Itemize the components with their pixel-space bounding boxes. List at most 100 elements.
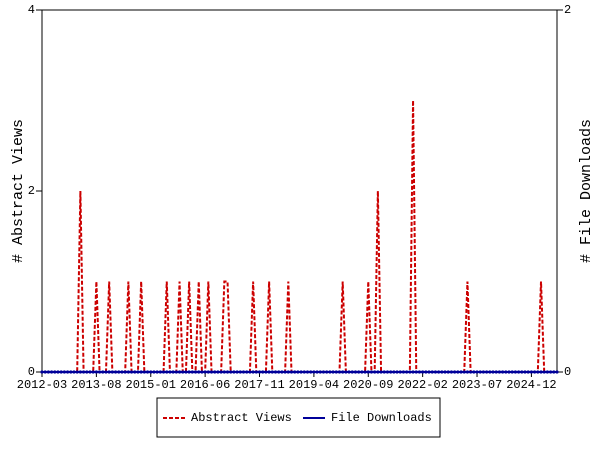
point [395, 370, 399, 374]
point [523, 370, 527, 374]
point [382, 370, 386, 374]
point [248, 370, 252, 374]
point [187, 370, 191, 374]
point [264, 370, 268, 374]
point [433, 370, 438, 374]
point [542, 370, 546, 374]
point [526, 370, 530, 374]
x-tick-label: 2017-11 [234, 378, 284, 392]
point [456, 370, 460, 374]
point [494, 370, 498, 374]
point [193, 370, 198, 374]
point [449, 370, 454, 374]
point [341, 370, 345, 374]
point [289, 370, 294, 374]
point [277, 370, 281, 374]
point [117, 370, 121, 374]
point [113, 370, 118, 374]
point [251, 370, 255, 374]
point [417, 370, 422, 374]
point [529, 370, 534, 374]
y2-axis-title: # File Downloads [578, 119, 595, 263]
point [257, 370, 262, 374]
point [229, 370, 233, 374]
point [533, 370, 537, 374]
point [293, 370, 297, 374]
point [174, 370, 178, 374]
point [280, 370, 284, 374]
point [136, 370, 140, 374]
point [171, 370, 175, 374]
legend-label: File Downloads [331, 411, 432, 425]
point [213, 370, 217, 374]
point [273, 370, 278, 374]
point [65, 370, 70, 374]
point [408, 370, 412, 374]
point [325, 370, 329, 374]
point [328, 370, 332, 374]
x-tick-label: 2016-06 [180, 378, 230, 392]
point [216, 370, 220, 374]
point [206, 370, 210, 374]
point [453, 370, 457, 374]
point [91, 370, 95, 374]
point [261, 370, 265, 374]
point [488, 370, 492, 374]
point [168, 370, 172, 374]
point [443, 370, 447, 374]
point [81, 370, 86, 374]
point [501, 370, 505, 374]
point [401, 370, 406, 374]
point [238, 370, 242, 374]
point [344, 370, 348, 374]
point [254, 370, 258, 374]
point [520, 370, 524, 374]
point [373, 370, 377, 374]
point [94, 370, 98, 374]
point [299, 370, 303, 374]
point [46, 370, 50, 374]
point [504, 370, 508, 374]
point [478, 370, 482, 374]
x-tick-label: 2013-08 [71, 378, 121, 392]
point [181, 370, 185, 374]
point [536, 370, 540, 374]
point [59, 370, 63, 374]
point [245, 370, 249, 374]
x-tick-label: 2020-09 [343, 378, 393, 392]
point [309, 370, 313, 374]
point [421, 370, 425, 374]
point [53, 370, 57, 374]
point [331, 370, 335, 374]
point [353, 370, 358, 374]
point [155, 370, 159, 374]
point [389, 370, 393, 374]
y-tick-label: 0 [28, 365, 35, 379]
point [405, 370, 409, 374]
point [398, 370, 402, 374]
point [555, 370, 559, 374]
y-axis-title: # Abstract Views [10, 119, 27, 263]
point [366, 370, 370, 374]
point [235, 370, 239, 374]
point [497, 370, 502, 374]
point [158, 370, 162, 374]
point [69, 370, 73, 374]
point [283, 370, 287, 374]
point [200, 370, 204, 374]
point [392, 370, 396, 374]
point [40, 370, 44, 374]
point [197, 370, 201, 374]
point [110, 370, 114, 374]
point [225, 370, 230, 374]
point [72, 370, 76, 374]
point [267, 370, 271, 374]
point [507, 370, 511, 374]
point [101, 370, 105, 374]
point [49, 370, 54, 374]
point [414, 370, 418, 374]
point [177, 370, 182, 374]
point [305, 370, 310, 374]
point [437, 370, 441, 374]
